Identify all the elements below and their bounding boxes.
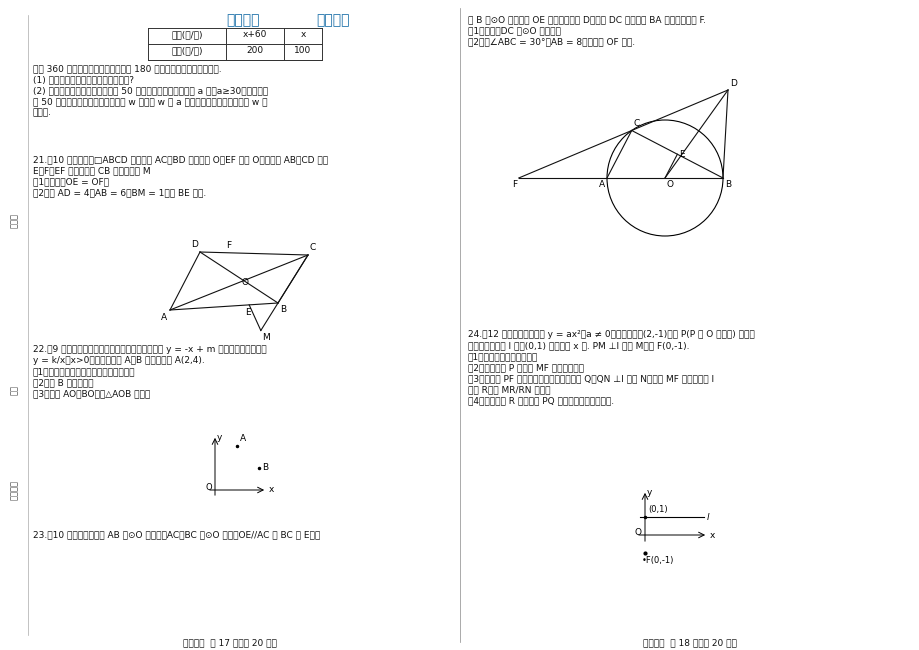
Text: C: C — [310, 243, 316, 252]
Text: 21.（10 分）如图，□ABCD 的对角线 AC、BD 相交于点 O，EF 经过 O，分别交 AB、CD 于点: 21.（10 分）如图，□ABCD 的对角线 AC、BD 相交于点 O，EF 经… — [33, 155, 328, 164]
Text: B: B — [262, 463, 267, 473]
Text: F: F — [511, 180, 516, 189]
Text: （2）若 AD = 4，AB = 6，BM = 1，求 BE 的长.: （2）若 AD = 4，AB = 6，BM = 1，求 BE 的长. — [33, 188, 206, 197]
Text: 数学试卷  第 17 页（共 20 页）: 数学试卷 第 17 页（共 20 页） — [183, 638, 277, 647]
Text: F: F — [226, 240, 232, 250]
Text: E: E — [245, 308, 251, 317]
Text: 100: 100 — [294, 46, 312, 55]
Text: D: D — [729, 79, 736, 88]
Text: (2) 若超市销售甲、乙两种商品共 50 件，其中销售甲种商品为 a 件（a≥30），设销售: (2) 若超市销售甲、乙两种商品共 50 件，其中销售甲种商品为 a 件（a≥3… — [33, 86, 267, 95]
Text: 于点 R，求 MR/RN 的值；: 于点 R，求 MR/RN 的值； — [468, 385, 550, 394]
Text: 进价(元/件): 进价(元/件) — [171, 30, 202, 39]
Text: 欢迎下载: 欢迎下载 — [316, 13, 349, 27]
Text: A: A — [240, 434, 246, 443]
Text: 23.（10 分）如图，已知 AB 是⊙O 的直径，AC、BC 是⊙O 的弦，OE//AC 交 BC 于 E，过: 23.（10 分）如图，已知 AB 是⊙O 的直径，AC、BC 是⊙O 的弦，O… — [33, 530, 320, 539]
Text: x+60: x+60 — [243, 30, 267, 39]
Text: 24.（12 分）已知二次函数 y = ax²（a ≠ 0）的图象过点(2,-1)，点 P(P 与 O 不重合) 是图象: 24.（12 分）已知二次函数 y = ax²（a ≠ 0）的图象过点(2,-1… — [468, 330, 754, 339]
Text: 最小值.: 最小值. — [33, 108, 52, 117]
Text: （3）设直线 PF 交二次函数的图象于另一点 Q，QN ⊥l 于点 N，线段 MF 的中垂线交 l: （3）设直线 PF 交二次函数的图象于另一点 Q，QN ⊥l 于点 N，线段 M… — [468, 374, 713, 383]
Text: C: C — [633, 120, 640, 129]
Text: 毕业学校: 毕业学校 — [9, 480, 18, 500]
Text: 精品文档: 精品文档 — [226, 13, 259, 27]
Text: E: E — [678, 150, 685, 159]
Text: B: B — [279, 305, 286, 314]
Text: （1）求二次函数的解析式；: （1）求二次函数的解析式； — [468, 352, 538, 361]
Text: （2）求 B 点的坐标；: （2）求 B 点的坐标； — [33, 378, 94, 387]
Text: y: y — [646, 488, 652, 497]
Text: l: l — [706, 512, 708, 521]
Text: 若用 360 元购进甲种商品的件数与用 180 元购进乙种商品的件数相同.: 若用 360 元购进甲种商品的件数与用 180 元购进乙种商品的件数相同. — [33, 64, 221, 73]
Text: 完 50 件甲、乙两种商品的总利润为 w 元，求 w 与 a 之间的函数关系式，并求出 w 的: 完 50 件甲、乙两种商品的总利润为 w 元，求 w 与 a 之间的函数关系式，… — [33, 97, 267, 106]
Text: （1）求一次函数和反比例函数的解析式；: （1）求一次函数和反比例函数的解析式； — [33, 367, 135, 376]
Text: 200: 200 — [246, 46, 263, 55]
Text: O: O — [634, 528, 641, 537]
Text: x: x — [268, 486, 274, 495]
Text: O: O — [666, 180, 674, 189]
Text: x: x — [300, 30, 305, 39]
Text: 22.（9 分）如图，在平面直角坐标系中，一次函数 y = -x + m 的图象与反比例函数: 22.（9 分）如图，在平面直角坐标系中，一次函数 y = -x + m 的图象… — [33, 345, 267, 354]
Text: O: O — [205, 483, 211, 492]
Text: 姓名: 姓名 — [9, 385, 18, 395]
Text: 上的一点，直线 l 过点(0,1) 且平行于 x 轴. PM ⊥l 于点 M，点 F(0,-1).: 上的一点，直线 l 过点(0,1) 且平行于 x 轴. PM ⊥l 于点 M，点… — [468, 341, 688, 350]
Text: (1) 求甲、乙两种商品的进价是多少元?: (1) 求甲、乙两种商品的进价是多少元? — [33, 75, 134, 84]
Text: A: A — [598, 180, 605, 189]
Text: 数学试卷  第 18 页（共 20 页）: 数学试卷 第 18 页（共 20 页） — [642, 638, 736, 647]
Text: （1）求证：DC 是⊙O 的切线；: （1）求证：DC 是⊙O 的切线； — [468, 26, 561, 35]
Text: 售价(元/件): 售价(元/件) — [171, 46, 202, 55]
Text: y = k/x（x>0）的图象交于 A、B 两点，已知 A(2,4).: y = k/x（x>0）的图象交于 A、B 两点，已知 A(2,4). — [33, 356, 205, 365]
Text: y: y — [217, 433, 222, 442]
Text: （3）连接 AO、BO，求△AOB 的面积: （3）连接 AO、BO，求△AOB 的面积 — [33, 389, 150, 398]
Text: （2）若∠ABC = 30°，AB = 8，求线段 OF 的长.: （2）若∠ABC = 30°，AB = 8，求线段 OF 的长. — [468, 37, 634, 46]
Text: •F(0,-1): •F(0,-1) — [641, 556, 674, 565]
Text: （1）求证：OE = OF；: （1）求证：OE = OF； — [33, 177, 108, 186]
Text: M: M — [262, 333, 269, 343]
Text: 点 B 作⊙O 的切线交 OE 的延长线于点 D，连接 DC 并延长交 BA 的延长线于点 F.: 点 B 作⊙O 的切线交 OE 的延长线于点 D，连接 DC 并延长交 BA 的… — [468, 15, 705, 24]
Text: (0,1): (0,1) — [647, 505, 667, 514]
Text: x: x — [709, 530, 714, 540]
Text: E、F，EF 的延长线交 CB 的延长线于 M: E、F，EF 的延长线交 CB 的延长线于 M — [33, 166, 151, 175]
Text: A: A — [161, 313, 167, 322]
Text: D: D — [191, 240, 198, 249]
Text: O: O — [242, 278, 249, 287]
Text: B: B — [724, 180, 731, 189]
Text: （4）试判断点 R 与以线段 PQ 为直径的圆的位置关系.: （4）试判断点 R 与以线段 PQ 为直径的圆的位置关系. — [468, 396, 614, 405]
Text: 考生号: 考生号 — [9, 213, 18, 228]
Text: （2）求证：点 P 在线段 MF 的中垂线上；: （2）求证：点 P 在线段 MF 的中垂线上； — [468, 363, 584, 372]
